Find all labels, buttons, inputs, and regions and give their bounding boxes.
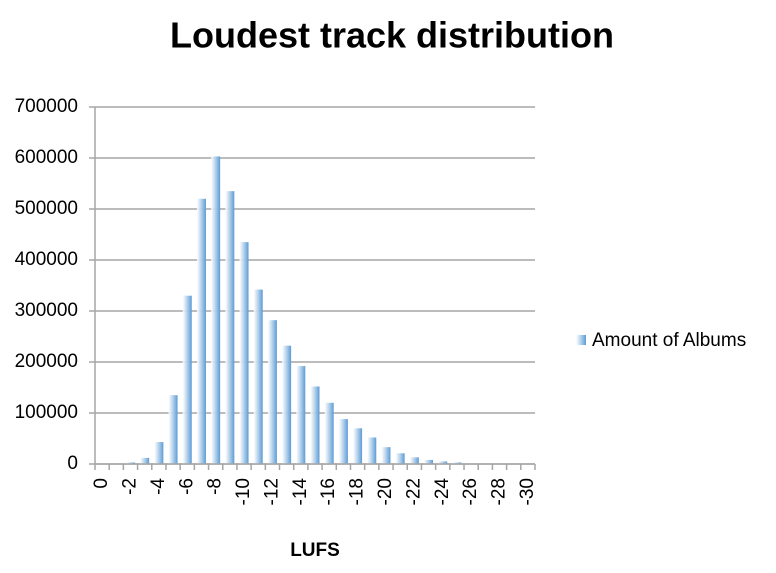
x-tick-label: -24 [432,478,453,506]
bar [438,461,448,464]
bar [381,447,391,464]
bar [168,395,178,464]
legend-swatch [576,335,586,345]
y-tick-label: 200000 [15,351,78,372]
x-tick-label: -26 [460,478,481,505]
bar [324,402,334,464]
bar [196,198,206,465]
bar [310,386,320,464]
x-tick-label: -10 [233,478,254,505]
bar [253,289,263,464]
y-tick-label: 400000 [15,249,78,270]
x-tick-label: -18 [347,478,368,505]
bar [239,242,249,464]
y-tick-label: 700000 [15,96,78,117]
y-tick-label: 300000 [15,300,78,321]
bar [338,419,348,464]
bar [267,320,277,464]
x-tick-label: -22 [403,478,424,505]
x-tick-label: -20 [375,478,396,505]
x-axis-title: LUFS [290,540,340,561]
x-tick-label: -4 [148,478,169,495]
x-tick-label: 0 [91,478,112,489]
bar [395,453,405,464]
bar [282,345,292,464]
x-tick-label: -8 [205,478,226,495]
legend-label: Amount of Albums [592,330,746,351]
x-tick-label: -16 [318,478,339,505]
bar [367,437,377,464]
bar [296,366,306,464]
bar [225,191,235,464]
bar [211,156,221,464]
chart-title: Loudest track distribution [170,15,614,56]
bar [424,459,434,464]
y-tick-label: 500000 [15,198,78,219]
x-tick-label: -30 [517,478,538,505]
bar [353,428,363,464]
x-tick-label: -14 [290,478,311,506]
bar [125,462,135,464]
bar [452,462,462,464]
y-tick-label: 600000 [15,147,78,168]
x-tick-label: -12 [261,478,282,505]
x-tick-label: -28 [489,478,510,505]
bar [140,457,150,464]
bar [409,457,419,464]
x-tick-label: -2 [119,478,140,495]
bar [182,295,192,464]
bar [154,442,164,464]
y-tick-label: 100000 [15,402,78,423]
y-tick-label: 0 [67,453,78,474]
x-tick-label: -6 [176,478,197,495]
